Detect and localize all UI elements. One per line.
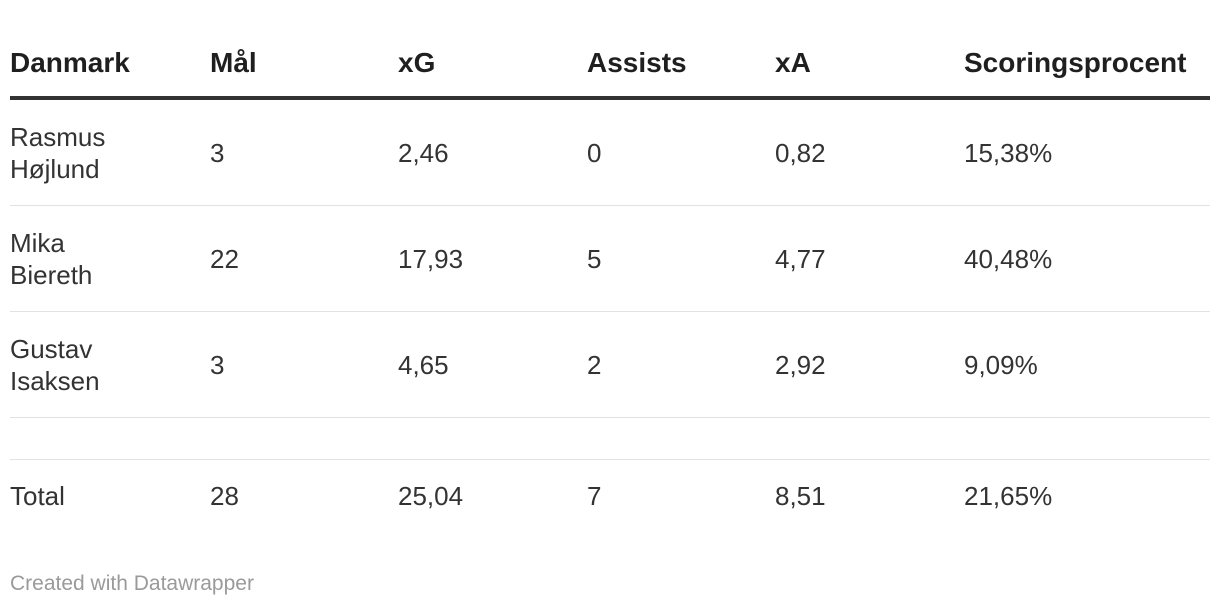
- datawrapper-credit: Created with Datawrapper: [10, 572, 254, 595]
- header-row: Danmark Mål xG Assists xA Scoringsprocen…: [10, 30, 1210, 100]
- empty-cell: [398, 417, 587, 460]
- empty-cell: [775, 417, 964, 460]
- player-name-cell: Gustav Isaksen: [10, 311, 210, 418]
- column-header-goals[interactable]: Mål: [210, 30, 398, 100]
- table-body: Rasmus Højlund 3 2,46 0 0,82 15,38% Mika…: [10, 98, 1210, 532]
- column-header-assists[interactable]: Assists: [587, 30, 775, 100]
- stats-table-container: Danmark Mål xG Assists xA Scoringsprocen…: [10, 30, 1210, 532]
- assists-cell: 2: [587, 311, 775, 418]
- empty-cell: [210, 417, 398, 460]
- stats-table: Danmark Mål xG Assists xA Scoringsprocen…: [10, 30, 1210, 532]
- scoring-pct-cell: 40,48%: [964, 205, 1210, 312]
- table-header: Danmark Mål xG Assists xA Scoringsprocen…: [10, 30, 1210, 100]
- total-goals-cell: 28: [210, 481, 239, 511]
- goals-cell: 3: [210, 98, 398, 206]
- column-header-scoring-pct[interactable]: Scoringsprocent: [964, 30, 1210, 100]
- goals-cell: 22: [210, 205, 398, 312]
- scoring-pct-cell: 15,38%: [964, 98, 1210, 206]
- player-first-name: Rasmus: [10, 121, 106, 152]
- empty-cell: [10, 417, 210, 460]
- player-name-cell: Rasmus Højlund: [10, 98, 210, 206]
- column-header-xa[interactable]: xA: [775, 30, 964, 100]
- player-last-name: Isaksen: [10, 365, 100, 396]
- table-row: Rasmus Højlund 3 2,46 0 0,82 15,38%: [10, 98, 1210, 206]
- empty-cell: [587, 417, 775, 460]
- total-xa-cell: 8,51: [775, 481, 826, 511]
- xg-cell: 2,46: [398, 98, 587, 206]
- total-row: Total 28 25,04 7 8,51 21,65%: [10, 460, 1210, 533]
- empty-row: [10, 417, 1210, 460]
- total-label-cell: Total: [10, 481, 65, 511]
- xg-cell: 17,93: [398, 205, 587, 312]
- column-header-team[interactable]: Danmark: [10, 30, 210, 100]
- xa-cell: 0,82: [775, 98, 964, 206]
- total-assists-cell: 7: [587, 481, 602, 511]
- assists-cell: 0: [587, 98, 775, 206]
- column-header-xg[interactable]: xG: [398, 30, 587, 100]
- xg-cell: 4,65: [398, 311, 587, 418]
- empty-cell: [964, 417, 1210, 460]
- player-last-name: Biereth: [10, 259, 93, 290]
- total-xg-cell: 25,04: [398, 481, 464, 511]
- player-name-cell: Mika Biereth: [10, 205, 210, 312]
- goals-cell: 3: [210, 311, 398, 418]
- xa-cell: 4,77: [775, 205, 964, 312]
- table-row: Gustav Isaksen 3 4,65 2 2,92 9,09%: [10, 311, 1210, 418]
- assists-cell: 5: [587, 205, 775, 312]
- player-last-name: Højlund: [10, 153, 100, 184]
- table-row: Mika Biereth 22 17,93 5 4,77 40,48%: [10, 205, 1210, 312]
- player-first-name: Gustav: [10, 333, 93, 364]
- total-scoring-pct-cell: 21,65%: [964, 481, 1053, 511]
- scoring-pct-cell: 9,09%: [964, 311, 1210, 418]
- xa-cell: 2,92: [775, 311, 964, 418]
- player-first-name: Mika: [10, 227, 65, 258]
